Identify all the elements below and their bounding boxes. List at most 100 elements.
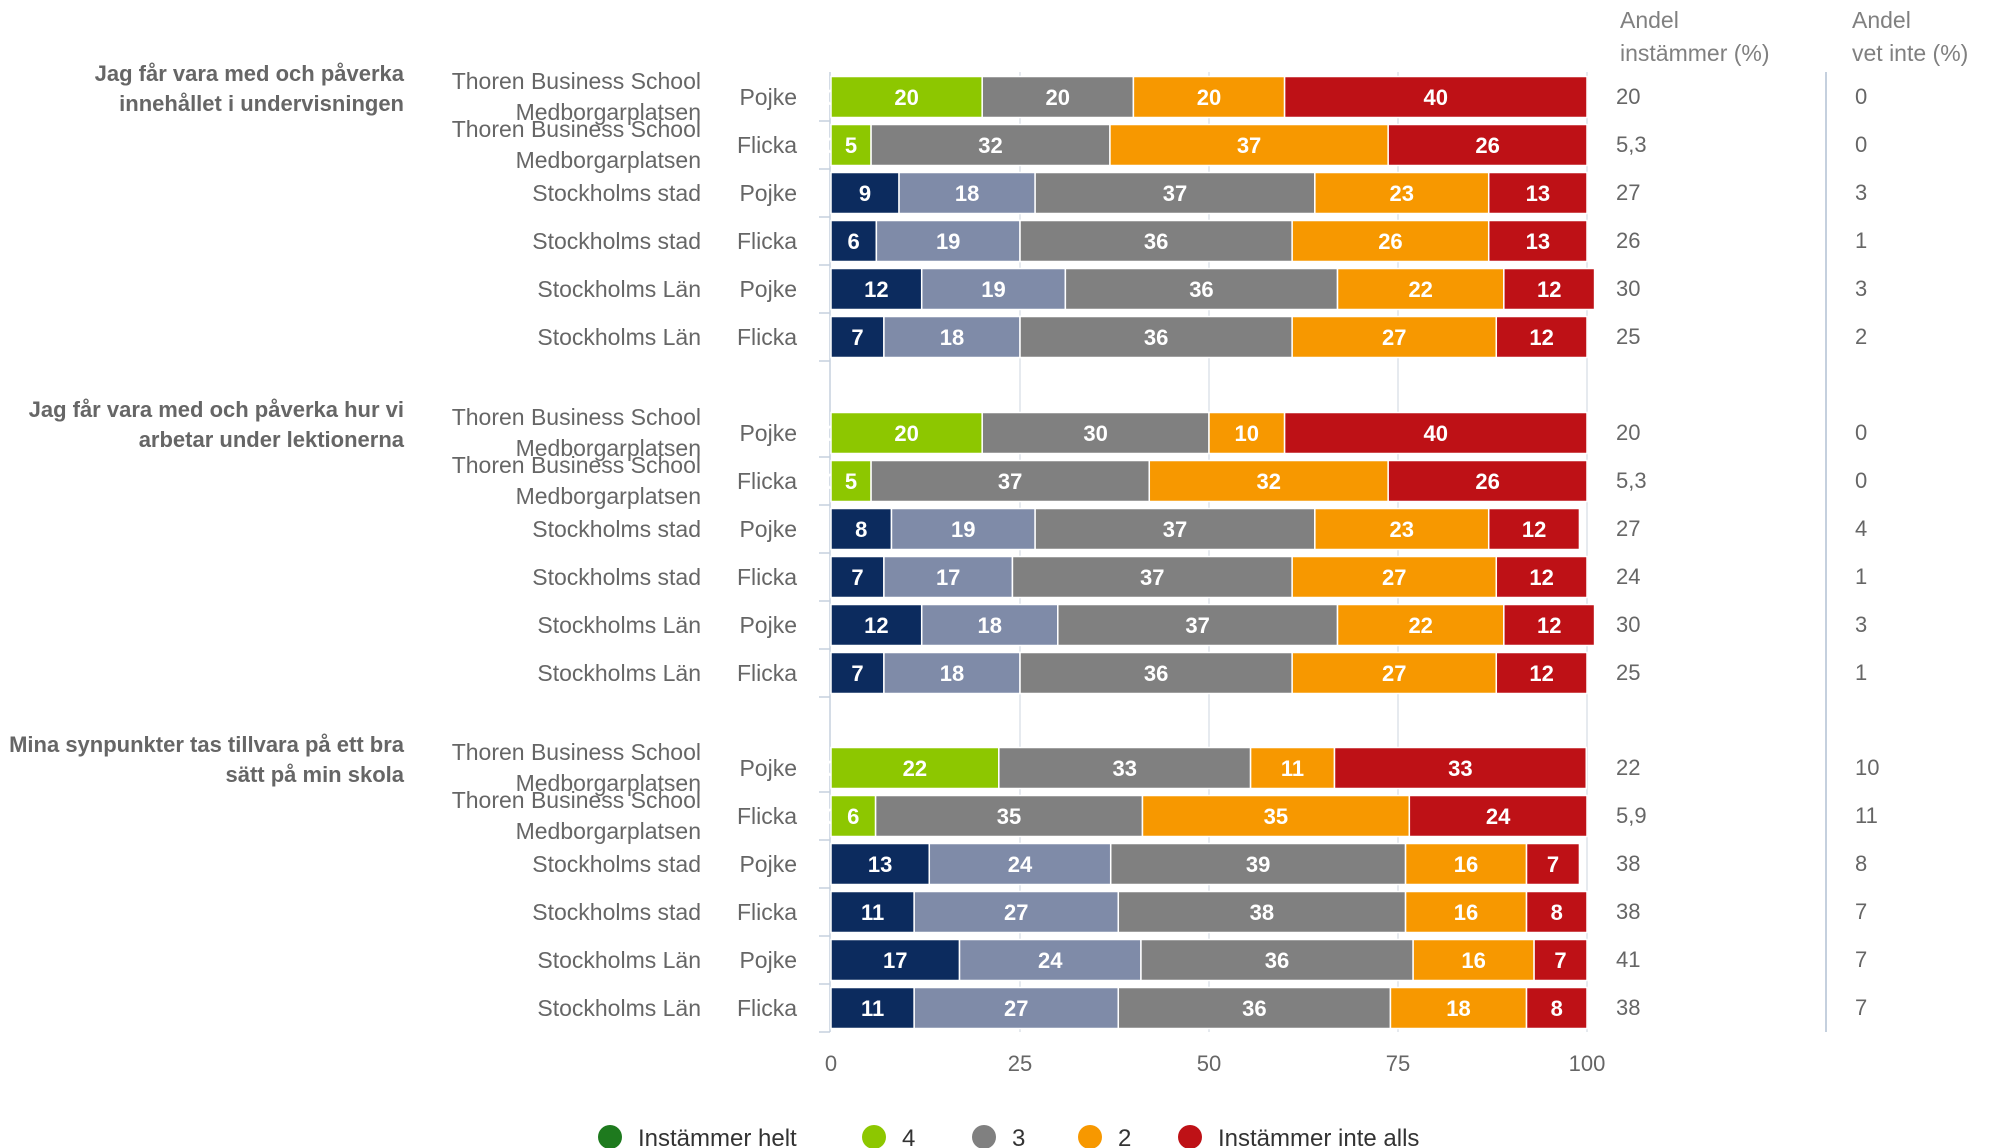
bar-segment [1387, 459, 1588, 503]
data-label: 39 [1246, 852, 1270, 877]
bar-segment [981, 75, 1135, 119]
question-label: Jag får vara med och påverka innehållet … [94, 61, 404, 116]
data-label: 36 [1242, 996, 1266, 1021]
data-label: 22 [1408, 613, 1432, 638]
vet-inte-value: 8 [1855, 851, 1867, 876]
gender-label: Flicka [737, 228, 797, 254]
bar-segment [1117, 986, 1392, 1030]
bar-segment [1249, 746, 1336, 790]
gender-label: Pojke [739, 276, 797, 302]
data-label: 23 [1390, 181, 1414, 206]
school-label: Stockholms Län [537, 995, 701, 1021]
instammer-value: 27 [1616, 516, 1640, 541]
legend-label: Instämmer inte alls [1218, 1125, 1419, 1148]
data-label: 26 [1475, 469, 1499, 494]
bar-segment [1283, 75, 1588, 119]
data-label: 7 [1554, 948, 1566, 973]
instammer-value: 20 [1616, 84, 1640, 109]
bar-segment [1064, 267, 1339, 311]
data-label: 36 [1144, 661, 1168, 686]
data-label: 18 [955, 181, 979, 206]
bar-segment [1495, 651, 1588, 695]
data-label: 20 [894, 421, 918, 446]
x-tick-label: 100 [1569, 1051, 1606, 1076]
data-label: 18 [940, 325, 964, 350]
data-label: 22 [903, 756, 927, 781]
legend-marker [598, 1125, 622, 1148]
vet-inte-value: 7 [1855, 995, 1867, 1020]
school-label: Stockholms stad [532, 564, 701, 590]
data-label: 32 [978, 133, 1002, 158]
bar-segment [870, 459, 1151, 503]
instammer-value: 41 [1616, 947, 1640, 972]
gender-label: Pojke [739, 612, 797, 638]
bar-segment [890, 507, 1036, 551]
data-label: 13 [868, 852, 892, 877]
bar-segment [883, 651, 1021, 695]
vet-inte-value: 4 [1855, 516, 1867, 541]
data-label: 37 [1163, 517, 1187, 542]
legend-marker [972, 1125, 996, 1148]
bar-segment [1141, 794, 1411, 838]
bar-segment [920, 603, 1059, 647]
data-label: 20 [1197, 85, 1221, 110]
column-header-vet-inte: vet inte (%) [1852, 40, 1968, 66]
x-tick-label: 50 [1197, 1051, 1221, 1076]
instammer-value: 5,3 [1616, 132, 1647, 157]
x-tick-label: 25 [1008, 1051, 1032, 1076]
data-label: 27 [1004, 996, 1028, 1021]
school-label: Medborgarplatsen [516, 483, 701, 509]
bar-segment [830, 555, 885, 599]
bar-segment [883, 315, 1021, 359]
instammer-value: 25 [1616, 324, 1640, 349]
data-label: 8 [1551, 996, 1563, 1021]
data-label: 20 [1046, 85, 1070, 110]
data-label: 23 [1390, 517, 1414, 542]
legend-marker [1078, 1125, 1102, 1148]
data-label: 5 [845, 133, 857, 158]
data-label: 36 [1265, 948, 1289, 973]
vet-inte-value: 0 [1855, 84, 1867, 109]
data-label: 9 [859, 181, 871, 206]
data-label: 19 [981, 277, 1005, 302]
legend-marker [1178, 1125, 1202, 1148]
data-label: 12 [1529, 565, 1553, 590]
data-label: 35 [1264, 804, 1288, 829]
bar-segment [1387, 123, 1588, 167]
legend-label: 2 [1118, 1125, 1131, 1148]
bar-segment [981, 411, 1210, 455]
instammer-value: 27 [1616, 180, 1640, 205]
legend-label: 3 [1012, 1125, 1025, 1148]
data-label: 37 [1163, 181, 1187, 206]
gender-label: Flicka [737, 564, 797, 590]
gender-label: Flicka [737, 132, 797, 158]
gender-label: Pojke [739, 851, 797, 877]
school-label: Stockholms Län [537, 947, 701, 973]
data-label: 12 [1537, 277, 1561, 302]
bar-segment [1057, 603, 1339, 647]
bar-segment [1525, 842, 1581, 886]
bar-segment [1291, 315, 1498, 359]
bar-segment [1487, 219, 1588, 263]
data-label: 12 [1529, 325, 1553, 350]
school-label: Stockholms Län [537, 276, 701, 302]
bar-segment [830, 75, 983, 119]
data-label: 18 [978, 613, 1002, 638]
bar-segment [1140, 938, 1414, 982]
bar-segment [1314, 507, 1490, 551]
data-label: 7 [1547, 852, 1559, 877]
gender-label: Pojke [739, 755, 797, 781]
bar-segment [1019, 219, 1293, 263]
data-label: 12 [1522, 517, 1546, 542]
data-label: 37 [998, 469, 1022, 494]
bar-segment [830, 411, 983, 455]
bar-segment [830, 986, 915, 1030]
column-header-vet-inte: Andel [1852, 7, 1911, 33]
data-label: 12 [1537, 613, 1561, 638]
instammer-value: 20 [1616, 420, 1640, 445]
instammer-value: 26 [1616, 228, 1640, 253]
instammer-value: 5,9 [1616, 803, 1647, 828]
legend-label: 4 [902, 1125, 915, 1148]
bar-segment [1283, 411, 1588, 455]
gender-label: Flicka [737, 899, 797, 925]
